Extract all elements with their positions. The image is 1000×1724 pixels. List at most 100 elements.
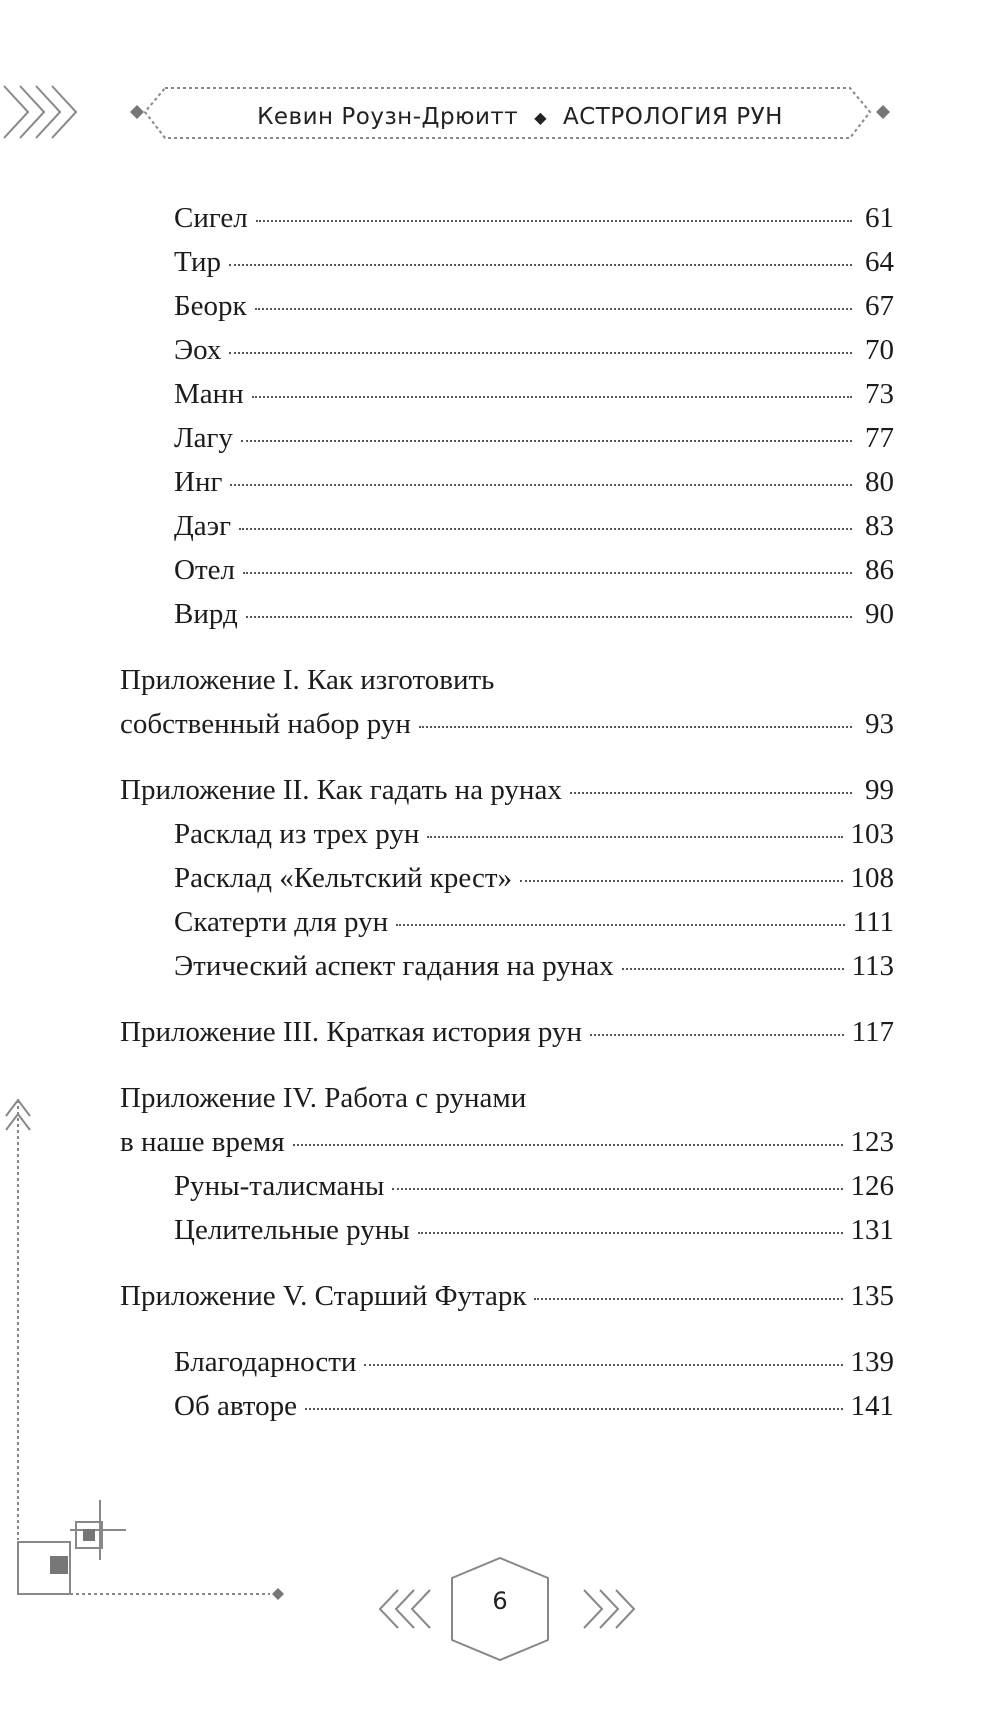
dot-leader xyxy=(242,572,852,574)
toc-entry-appendix-2: Приложение II. Как гадать на рунах 99 xyxy=(120,768,894,812)
entry-title: Вирд xyxy=(174,598,238,630)
entry-title: Об авторе xyxy=(174,1390,297,1422)
toc-entry: Руны-талисманы 126 xyxy=(120,1164,894,1208)
toc-entry: Расклад «Кельтский крест» 108 xyxy=(120,856,894,900)
entry-page: 135 xyxy=(850,1280,895,1312)
entry-page: 141 xyxy=(850,1390,895,1422)
dot-leader xyxy=(245,616,852,618)
entry-title: Приложение II. Как гадать на рунах xyxy=(120,774,562,806)
entry-page: 90 xyxy=(865,598,894,630)
entry-title: Тир xyxy=(174,246,222,278)
entry-title: Сигел xyxy=(174,202,248,234)
dot-leader xyxy=(520,880,843,882)
entry-page: 93 xyxy=(865,708,894,740)
dot-leader xyxy=(364,1364,843,1366)
entry-title: Беорк xyxy=(174,290,247,322)
toc-entry-appendix-1: Приложение I. Как изготовить собственный… xyxy=(120,658,894,746)
entry-page: 139 xyxy=(850,1346,895,1378)
entry-page: 70 xyxy=(865,334,894,366)
toc-entry: Эох 70 xyxy=(120,328,894,372)
entry-page: 113 xyxy=(851,950,894,982)
dot-leader xyxy=(418,726,852,728)
entry-title: Манн xyxy=(174,378,244,410)
page-number: 6 xyxy=(492,1587,508,1615)
entry-title: Целительные руны xyxy=(174,1214,410,1246)
header-title: АСТРОЛОГИЯ РУН xyxy=(563,104,783,130)
dot-leader xyxy=(590,1034,844,1036)
dot-leader xyxy=(392,1188,843,1190)
entry-page: 103 xyxy=(850,818,895,850)
entry-page: 111 xyxy=(852,906,894,938)
toc-entry-appendix-4: Приложение IV. Работа с рунами в наше вр… xyxy=(120,1076,894,1164)
dot-leader xyxy=(396,924,845,926)
entry-title: Даэг xyxy=(174,510,231,542)
entry-title-line2: собственный набор рун xyxy=(120,708,411,740)
dot-leader xyxy=(239,528,852,530)
entry-title: Скатерти для рун xyxy=(174,906,389,938)
dot-leader xyxy=(569,792,852,794)
dot-leader xyxy=(230,484,852,486)
toc-entry: Отел 86 xyxy=(120,548,894,592)
entry-page: 117 xyxy=(851,1016,894,1048)
dot-leader xyxy=(292,1144,843,1146)
entry-title: Приложение V. Старший Футарк xyxy=(120,1280,527,1312)
toc-entry: Тир 64 xyxy=(120,240,894,284)
entry-title: Благодарности xyxy=(174,1346,357,1378)
toc-entry-appendix-5: Приложение V. Старший Футарк 135 xyxy=(120,1274,894,1318)
dot-leader xyxy=(534,1298,843,1300)
dot-leader xyxy=(427,836,843,838)
dot-leader xyxy=(229,264,852,266)
toc-entry: Этический аспект гадания на рунах 113 xyxy=(120,944,894,988)
entry-title: Расклад из трех рун xyxy=(174,818,420,850)
entry-page: 73 xyxy=(865,378,894,410)
entry-page: 108 xyxy=(850,862,895,894)
table-of-contents: Сигел 61 Тир 64 Беорк 67 Эох 70 Манн 73 Лагу 7… xyxy=(120,196,894,1428)
entry-title: Инг xyxy=(174,466,223,498)
entry-page: 123 xyxy=(850,1126,895,1158)
entry-title: Приложение III. Краткая история рун xyxy=(120,1016,583,1048)
diamond-icon: ◆ xyxy=(534,107,547,127)
toc-entry: Инг 80 xyxy=(120,460,894,504)
entry-page: 83 xyxy=(865,510,894,542)
toc-entry: Даэг 83 xyxy=(120,504,894,548)
dot-leader xyxy=(304,1408,843,1410)
entry-page: 64 xyxy=(865,246,894,278)
dot-leader xyxy=(255,220,852,222)
dot-leader xyxy=(229,352,852,354)
entry-title: Отел xyxy=(174,554,235,586)
toc-entry: Целительные руны 131 xyxy=(120,1208,894,1252)
toc-entry: Скатерти для рун 111 xyxy=(120,900,894,944)
entry-page: 86 xyxy=(865,554,894,586)
entry-title: Эох xyxy=(174,334,222,366)
entry-title: Расклад «Кельтский крест» xyxy=(174,862,513,894)
toc-entry: Сигел 61 xyxy=(120,196,894,240)
toc-entry: Вирд 90 xyxy=(120,592,894,636)
toc-entry: Об авторе 141 xyxy=(120,1384,894,1428)
entry-page: 77 xyxy=(865,422,894,454)
entry-page: 67 xyxy=(865,290,894,322)
entry-title: Лагу xyxy=(174,422,233,454)
dot-leader xyxy=(254,308,852,310)
toc-entry: Расклад из трех рун 103 xyxy=(120,812,894,856)
dot-leader xyxy=(417,1232,843,1234)
entry-page: 126 xyxy=(850,1170,895,1202)
toc-entry-appendix-3: Приложение III. Краткая история рун 117 xyxy=(120,1010,894,1054)
entry-title-line2: в наше время xyxy=(120,1126,285,1158)
toc-entry: Беорк 67 xyxy=(120,284,894,328)
entry-page: 99 xyxy=(865,774,894,806)
dot-leader xyxy=(240,440,852,442)
toc-entry: Лагу 77 xyxy=(120,416,894,460)
running-header: Кевин Роузн-Дрюитт ◆ АСТРОЛОГИЯ РУН xyxy=(240,92,800,142)
entry-title: Этический аспект гадания на рунах xyxy=(174,950,614,982)
entry-title-line1: Приложение IV. Работа с рунами xyxy=(120,1082,527,1114)
dot-leader xyxy=(251,396,852,398)
entry-page: 131 xyxy=(850,1214,895,1246)
entry-title: Руны-талисманы xyxy=(174,1170,385,1202)
header-author: Кевин Роузн-Дрюитт xyxy=(257,104,519,130)
toc-entry: Манн 73 xyxy=(120,372,894,416)
dot-leader xyxy=(621,968,844,970)
toc-entry: Благодарности 139 xyxy=(120,1340,894,1384)
entry-title-line1: Приложение I. Как изготовить xyxy=(120,664,495,696)
entry-page: 80 xyxy=(865,466,894,498)
